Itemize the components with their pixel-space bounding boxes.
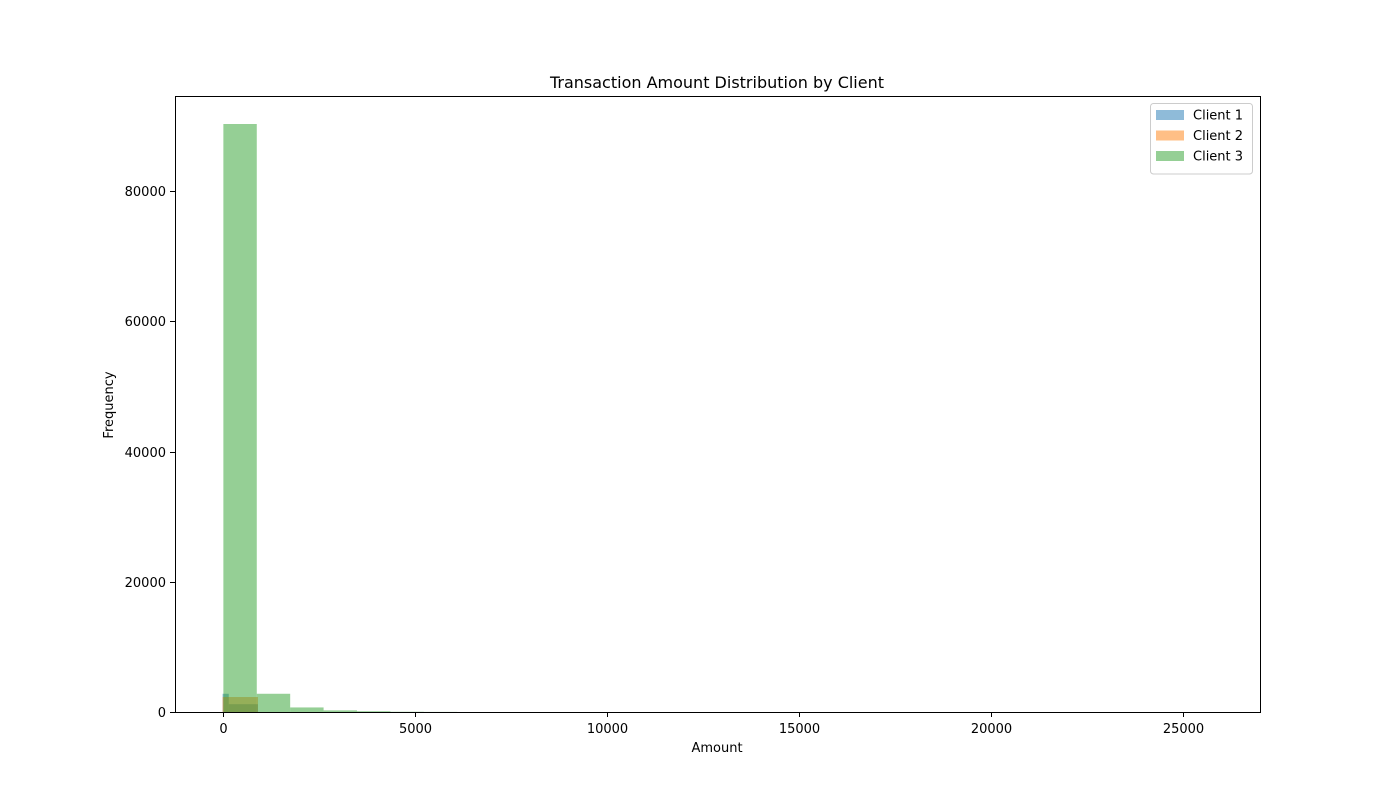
- bar-3-1: [223, 124, 257, 712]
- legend-swatch-1: [1156, 110, 1184, 120]
- y-axis-label: Frequency: [102, 371, 117, 438]
- bar-3-3: [290, 707, 324, 712]
- y-tick-label: 20000: [125, 576, 166, 591]
- x-axis: 0 5000 10000 15000 20000 25000: [219, 712, 1204, 737]
- legend-swatch-2: [1156, 130, 1184, 141]
- y-axis: 0 20000 40000 60000 80000: [125, 185, 175, 721]
- x-tick-label: 10000: [587, 722, 628, 737]
- y-tick-label: 0: [158, 706, 166, 721]
- y-tick-label: 40000: [125, 446, 166, 461]
- x-tick-label: 15000: [779, 722, 820, 737]
- bar-3-4: [323, 710, 357, 712]
- x-axis-label: Amount: [691, 741, 742, 756]
- legend-swatch-3: [1156, 151, 1184, 161]
- x-tick-label: 25000: [1163, 722, 1204, 737]
- chart-title: Transaction Amount Distribution by Clien…: [549, 73, 884, 92]
- x-tick-label: 20000: [971, 722, 1012, 737]
- y-tick-label: 80000: [125, 185, 166, 200]
- bar-3-5: [356, 711, 391, 712]
- x-tick-label: 5000: [399, 722, 432, 737]
- plot-area: [222, 124, 458, 712]
- legend: Client 1 Client 2 Client 3: [1150, 103, 1253, 175]
- bar-3-2: [256, 693, 291, 712]
- legend-label-1: Client 1: [1193, 109, 1243, 124]
- x-tick-label: 0: [219, 722, 227, 737]
- plot-frame: [175, 96, 1261, 713]
- y-tick-label: 60000: [125, 315, 166, 330]
- legend-label-3: Client 3: [1193, 150, 1243, 165]
- legend-label-2: Client 2: [1193, 129, 1243, 144]
